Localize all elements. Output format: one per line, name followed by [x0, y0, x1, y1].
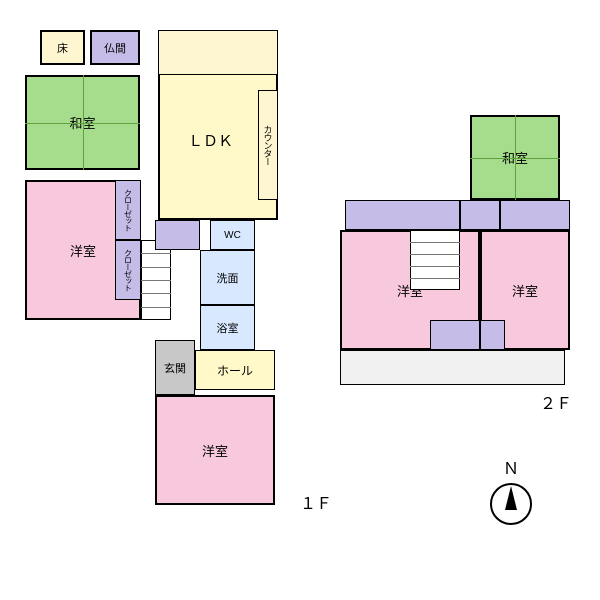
floorplan-stage: 床仏間和室洋室クローゼットクローゼットＬＤＫカウンターWC洗面浴室ホール玄関洋室…	[0, 0, 600, 600]
f1-senmen: 洗面	[200, 250, 255, 305]
f2-balcony	[340, 350, 565, 385]
f1-yokushitsu: 浴室	[200, 305, 255, 350]
f1-tokonoma: 床	[40, 30, 85, 65]
f2-closet-d	[430, 320, 480, 350]
floor-1-label: １Ｆ	[300, 490, 332, 514]
f1-youshitsu-2: 洋室	[155, 395, 275, 505]
f2-closet-a	[345, 200, 460, 230]
f1-kitchen	[158, 30, 278, 75]
f1-genkan: 玄関	[155, 340, 195, 395]
floor-2-label: ２Ｆ	[540, 390, 572, 414]
f1-closet-mid	[155, 220, 200, 250]
compass-icon: Ｎ	[488, 455, 534, 532]
f1-butsuma: 仏間	[90, 30, 140, 65]
f2-closet-e	[480, 320, 505, 350]
f1-wc: WC	[210, 220, 255, 250]
f1-hall: ホール	[195, 350, 275, 390]
f2-stair	[410, 230, 460, 290]
f2-closet-b	[460, 200, 500, 230]
f1-counter: カウンター	[258, 90, 278, 200]
f1-closet-2: クローゼット	[115, 240, 141, 300]
f1-closet-1: クローゼット	[115, 180, 141, 240]
f2-closet-c	[500, 200, 570, 230]
